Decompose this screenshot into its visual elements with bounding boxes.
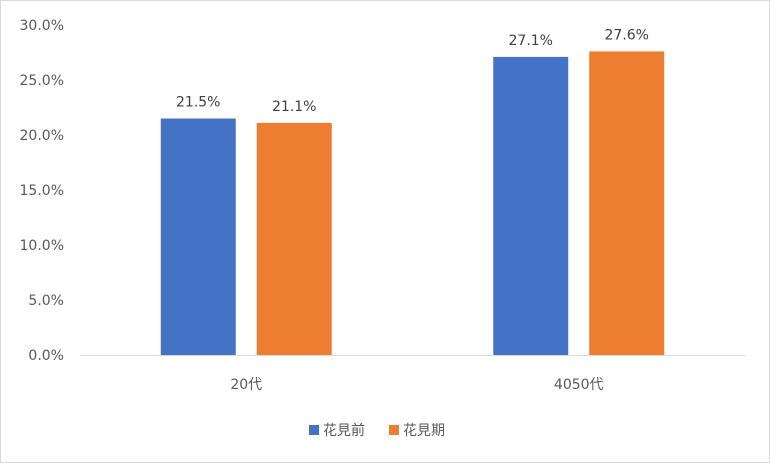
y-tick-label: 30.0% (20, 18, 64, 34)
x-tick-label: 20代 (230, 377, 262, 393)
data-label: 27.6% (605, 27, 649, 43)
data-label: 21.5% (176, 95, 220, 111)
y-axis: 0.0% 5.0% 10.0% 15.0% 20.0% 25.0% 30.0% (20, 18, 64, 364)
legend-label: 花見期 (403, 423, 445, 439)
data-label: 27.1% (509, 33, 553, 49)
bar-series1-0 (160, 118, 236, 355)
x-tick-label: 4050代 (554, 377, 604, 393)
data-labels: 21.5% 21.1% 27.1% 27.6% (176, 27, 649, 115)
y-tick-label: 15.0% (20, 183, 64, 199)
y-tick-label: 0.0% (28, 348, 64, 364)
legend-swatch (389, 425, 399, 435)
x-axis: 20代 4050代 (230, 377, 603, 393)
bar-series1-1 (493, 56, 569, 356)
data-label: 21.1% (272, 99, 316, 115)
y-tick-label: 25.0% (20, 73, 64, 89)
legend-swatch (309, 425, 319, 435)
legend-label: 花見前 (323, 422, 365, 439)
legend: 花見前 花見期 (309, 422, 445, 439)
bar-series2-0 (256, 122, 332, 356)
bar-series2-1 (589, 51, 665, 356)
y-tick-label: 5.0% (28, 293, 64, 309)
y-tick-label: 20.0% (20, 128, 64, 144)
bars (160, 51, 665, 356)
y-tick-label: 10.0% (20, 238, 64, 254)
